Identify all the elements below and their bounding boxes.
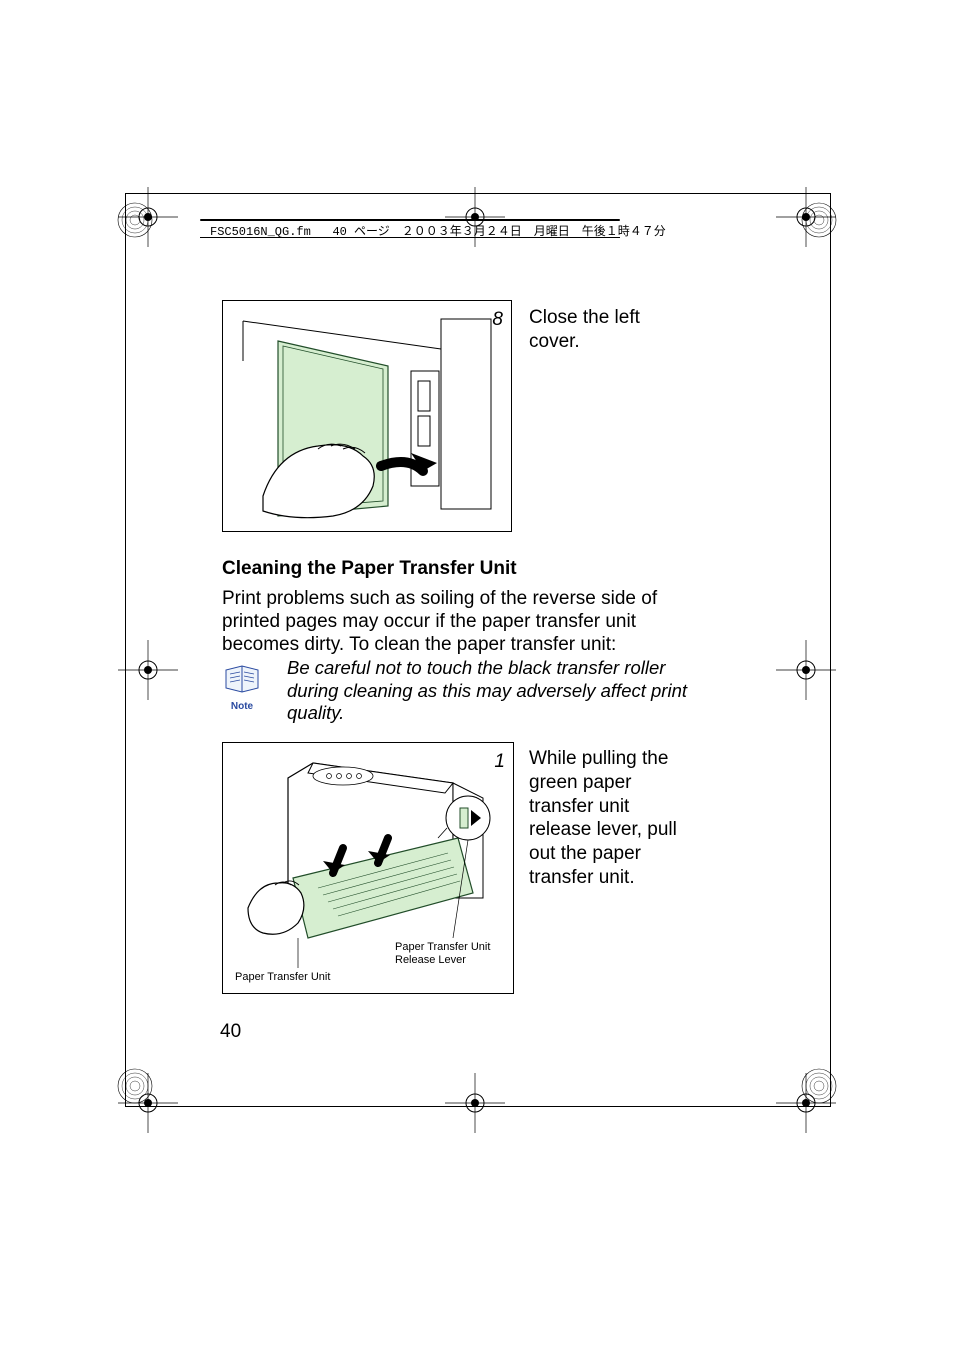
section-heading: Cleaning the Paper Transfer Unit (222, 558, 517, 580)
crop-mark-icon (118, 187, 178, 247)
figure-step-8: 8 (222, 300, 512, 532)
page-number: 40 (220, 1021, 241, 1043)
note-icon: Note (222, 662, 262, 712)
illustration-close-cover (223, 301, 511, 531)
step-number-8: 8 (492, 309, 503, 331)
crop-mark-icon (445, 187, 505, 247)
crop-mark-icon (118, 1073, 178, 1133)
crop-mark-icon (445, 1073, 505, 1133)
crop-mark-icon (776, 187, 836, 247)
note-block: Note Be careful not to touch the black t… (222, 657, 692, 725)
crop-mark-icon (118, 640, 178, 700)
note-label: Note (222, 701, 262, 712)
header-rule-top (200, 219, 620, 221)
header-rule-bot (200, 237, 620, 238)
label-release-lever: Paper Transfer Unit Release Lever (395, 941, 495, 967)
step-1-text: While pulling the green paper transfer u… (529, 747, 689, 890)
crop-mark-icon (776, 1073, 836, 1133)
crop-mark-icon (776, 640, 836, 700)
note-text: Be careful not to touch the black transf… (287, 657, 692, 725)
figure-step-1: 1 Paper (222, 742, 514, 994)
label-transfer-unit: Paper Transfer Unit (235, 971, 330, 984)
step-number-1: 1 (494, 751, 505, 773)
step-8-text: Close the left cover. (529, 306, 689, 354)
section-body: Print problems such as soiling of the re… (222, 587, 692, 657)
